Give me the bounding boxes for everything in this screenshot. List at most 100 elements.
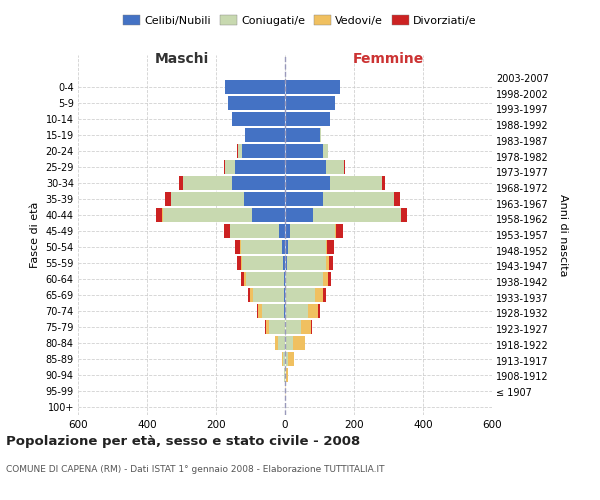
Bar bbox=[162, 208, 163, 222]
Bar bbox=[323, 272, 328, 286]
Bar bbox=[278, 336, 285, 350]
Bar bbox=[252, 208, 285, 222]
Bar bbox=[323, 192, 394, 206]
Bar bbox=[269, 320, 285, 334]
Bar bbox=[285, 112, 330, 126]
Bar bbox=[285, 320, 301, 334]
Bar bbox=[336, 224, 343, 238]
Bar bbox=[285, 144, 323, 158]
Bar bbox=[323, 288, 326, 302]
Bar bbox=[285, 96, 335, 110]
Bar bbox=[323, 144, 328, 158]
Bar bbox=[266, 320, 269, 334]
Y-axis label: Anni di nascita: Anni di nascita bbox=[559, 194, 568, 276]
Bar bbox=[253, 288, 284, 302]
Bar bbox=[301, 320, 311, 334]
Bar bbox=[286, 304, 308, 318]
Bar bbox=[329, 256, 334, 270]
Bar bbox=[262, 304, 284, 318]
Bar bbox=[235, 160, 285, 174]
Text: COMUNE DI CAPENA (RM) - Dati ISTAT 1° gennaio 2008 - Elaborazione TUTTITALIA.IT: COMUNE DI CAPENA (RM) - Dati ISTAT 1° ge… bbox=[6, 465, 385, 474]
Bar bbox=[241, 240, 282, 254]
Bar bbox=[286, 272, 323, 286]
Bar bbox=[238, 256, 241, 270]
Bar bbox=[257, 304, 259, 318]
Bar bbox=[245, 128, 285, 142]
Bar bbox=[285, 192, 323, 206]
Bar bbox=[179, 176, 183, 190]
Bar bbox=[283, 256, 285, 270]
Bar bbox=[155, 208, 162, 222]
Bar bbox=[330, 176, 382, 190]
Bar bbox=[285, 128, 320, 142]
Bar bbox=[326, 160, 344, 174]
Bar bbox=[285, 80, 340, 94]
Bar bbox=[288, 240, 326, 254]
Bar bbox=[228, 96, 285, 110]
Text: Popolazione per età, sesso e stato civile - 2008: Popolazione per età, sesso e stato civil… bbox=[6, 435, 360, 448]
Bar bbox=[285, 272, 286, 286]
Bar bbox=[237, 144, 238, 158]
Bar bbox=[284, 304, 285, 318]
Bar bbox=[171, 192, 244, 206]
Bar bbox=[224, 224, 230, 238]
Bar bbox=[244, 192, 285, 206]
Bar bbox=[238, 144, 242, 158]
Bar bbox=[288, 352, 294, 366]
Bar bbox=[286, 288, 316, 302]
Bar bbox=[163, 208, 252, 222]
Bar bbox=[287, 256, 326, 270]
Bar bbox=[285, 176, 330, 190]
Bar bbox=[285, 256, 287, 270]
Bar bbox=[285, 336, 293, 350]
Bar bbox=[250, 288, 253, 302]
Y-axis label: Fasce di età: Fasce di età bbox=[30, 202, 40, 268]
Bar bbox=[335, 224, 336, 238]
Bar bbox=[279, 224, 285, 238]
Bar bbox=[242, 144, 285, 158]
Bar bbox=[275, 336, 278, 350]
Bar bbox=[284, 368, 285, 382]
Bar bbox=[183, 176, 232, 190]
Text: Femmine: Femmine bbox=[353, 52, 424, 66]
Bar bbox=[313, 208, 401, 222]
Bar bbox=[316, 288, 323, 302]
Bar bbox=[164, 192, 171, 206]
Bar bbox=[311, 320, 312, 334]
Bar bbox=[224, 160, 235, 174]
Bar bbox=[326, 240, 328, 254]
Bar bbox=[401, 208, 407, 222]
Bar bbox=[285, 224, 290, 238]
Bar bbox=[282, 240, 285, 254]
Bar bbox=[382, 176, 385, 190]
Bar bbox=[285, 240, 288, 254]
Bar bbox=[244, 272, 245, 286]
Bar bbox=[232, 112, 285, 126]
Bar bbox=[283, 352, 285, 366]
Bar bbox=[241, 272, 244, 286]
Bar bbox=[290, 224, 335, 238]
Bar bbox=[285, 368, 286, 382]
Bar bbox=[224, 80, 285, 94]
Bar bbox=[259, 304, 262, 318]
Bar bbox=[240, 240, 241, 254]
Bar bbox=[241, 256, 242, 270]
Bar bbox=[245, 272, 284, 286]
Bar bbox=[230, 224, 279, 238]
Bar bbox=[285, 160, 326, 174]
Bar bbox=[326, 256, 329, 270]
Bar bbox=[285, 208, 313, 222]
Text: Maschi: Maschi bbox=[154, 52, 209, 66]
Bar bbox=[284, 272, 285, 286]
Bar bbox=[248, 288, 250, 302]
Bar bbox=[284, 288, 285, 302]
Bar bbox=[285, 352, 288, 366]
Bar bbox=[285, 288, 286, 302]
Bar bbox=[281, 352, 283, 366]
Bar bbox=[328, 240, 334, 254]
Bar bbox=[235, 240, 240, 254]
Bar bbox=[293, 336, 305, 350]
Bar bbox=[319, 304, 320, 318]
Bar bbox=[242, 256, 283, 270]
Bar bbox=[286, 368, 288, 382]
